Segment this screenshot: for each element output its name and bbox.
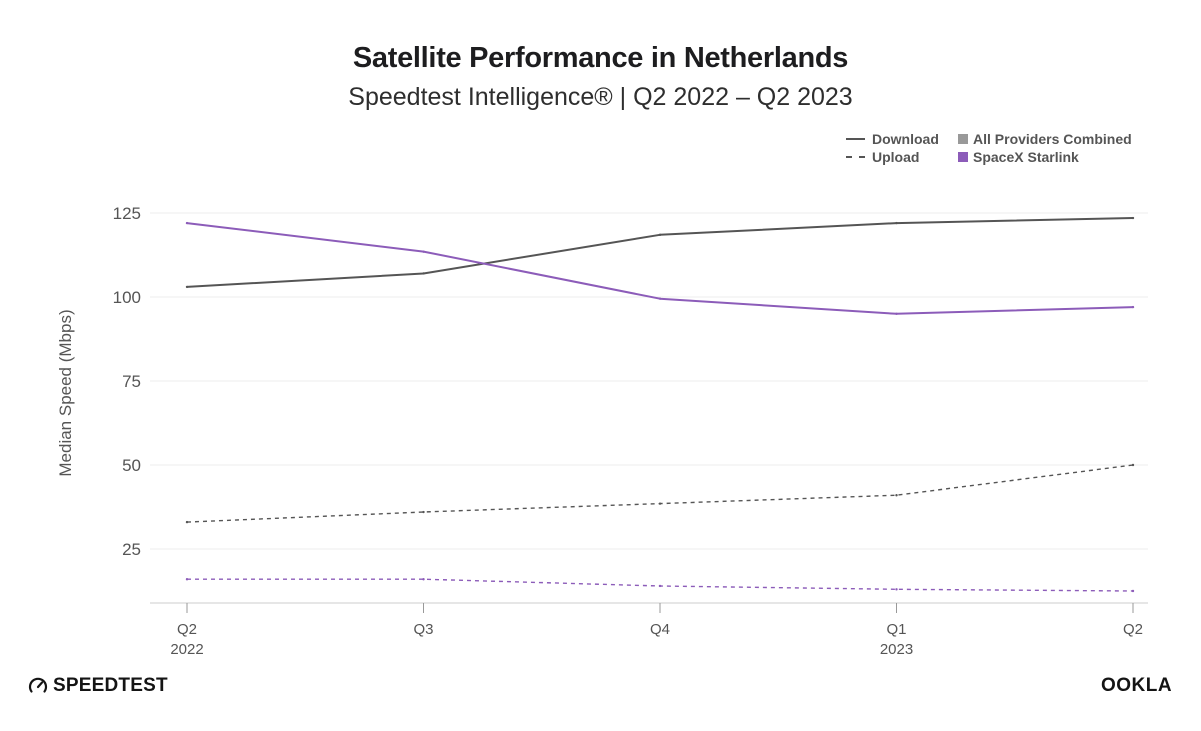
x-tick-label: Q3	[413, 621, 433, 638]
gridlines	[150, 212, 1148, 550]
legend-label-download: Download	[872, 131, 939, 147]
chart-subtitle: Speedtest Intelligence® | Q2 2022 – Q2 2…	[348, 83, 853, 111]
data-point-all-providers-upload	[1131, 463, 1135, 467]
axes: 25 50 75 100 125 Q2 2022 Q3 Q4 Q1 2023 Q2	[113, 204, 1148, 658]
data-point-all-providers-upload	[185, 520, 189, 524]
data-point-all-providers-download	[1131, 216, 1135, 220]
data-point-all-providers-download	[895, 221, 898, 225]
data-point-starlink-upload	[658, 584, 662, 588]
y-tick-label: 100	[113, 288, 141, 307]
data-point-starlink-download	[895, 312, 898, 315]
x-tick-label: Q1	[886, 621, 906, 638]
speedtest-wordmark: SPEEDTEST	[53, 675, 168, 696]
legend-line-styles: Download Upload	[846, 130, 939, 166]
starlink-swatch-icon	[958, 152, 968, 162]
data-point-starlink-upload	[422, 578, 425, 581]
legend-item-starlink: SpaceX Starlink	[958, 148, 1132, 166]
y-tick-label: 25	[122, 540, 141, 559]
data-point-starlink-download	[1131, 305, 1135, 309]
data-point-all-providers-download	[658, 233, 662, 237]
legend-item-all-providers: All Providers Combined	[958, 130, 1132, 148]
data-point-all-providers-upload	[422, 510, 425, 514]
data-point-all-providers-download	[422, 272, 425, 275]
data-point-all-providers-upload	[658, 502, 662, 505]
y-axis-label: Median Speed (Mbps)	[56, 309, 75, 476]
x-year-label: 2022	[170, 641, 203, 658]
data-point-starlink-download	[422, 250, 425, 253]
legend-item-upload: Upload	[846, 148, 939, 166]
data-point-starlink-download	[185, 221, 189, 225]
speedtest-logo: SPEEDTEST	[28, 675, 168, 697]
y-tick-label: 125	[113, 204, 141, 223]
all-providers-swatch-icon	[958, 134, 968, 144]
x-year-label: 2023	[880, 641, 913, 658]
y-tick-label: 50	[122, 456, 141, 475]
chart-title: Satellite Performance in Netherlands	[352, 42, 849, 74]
y-tick-label: 75	[122, 372, 141, 391]
legend-providers: All Providers Combined SpaceX Starlink	[958, 130, 1132, 166]
data-point-all-providers-upload	[895, 494, 898, 497]
legend-label-all-providers: All Providers Combined	[973, 131, 1132, 147]
dashed-line-icon	[846, 156, 865, 158]
legend-label-starlink: SpaceX Starlink	[973, 149, 1079, 165]
x-tick-label: Q4	[650, 621, 670, 638]
x-tick-label: Q2	[177, 621, 197, 638]
data-point-starlink-upload	[1131, 589, 1135, 593]
solid-line-icon	[846, 138, 865, 140]
gauge-icon	[28, 677, 48, 693]
x-tick-label: Q2	[1123, 621, 1143, 638]
data-point-starlink-download	[658, 297, 662, 300]
series-line-all-providers-download	[186, 217, 1134, 288]
data-point-starlink-upload	[185, 578, 189, 581]
series-lines	[185, 216, 1135, 593]
legend-item-download: Download	[846, 130, 939, 148]
legend-label-upload: Upload	[872, 149, 920, 165]
data-point-all-providers-download	[185, 285, 189, 289]
data-point-starlink-upload	[895, 588, 898, 591]
series-line-all-providers-upload	[186, 464, 1134, 523]
series-line-starlink-download	[186, 222, 1134, 315]
ookla-logo: OOKLA	[1101, 675, 1173, 696]
